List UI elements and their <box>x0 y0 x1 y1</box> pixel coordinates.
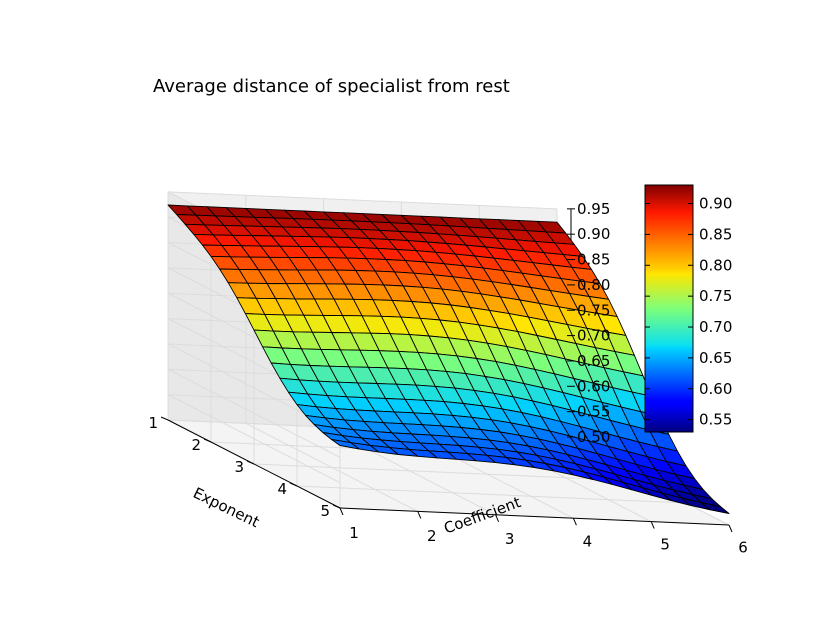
z-tick-label: 0.85 <box>577 251 610 269</box>
x-tick-mark <box>289 482 298 487</box>
colorbar-tick-label: 0.55 <box>699 411 732 429</box>
colorbar-tick-label: 0.75 <box>699 287 732 305</box>
y-tick-mark <box>572 518 577 526</box>
y-tick-label: 6 <box>738 539 748 557</box>
y-tick-label: 4 <box>583 533 593 551</box>
x-tick-label: 5 <box>320 502 330 520</box>
x-tick-label: 3 <box>234 458 244 476</box>
colorbar-tick-label: 0.85 <box>699 225 732 243</box>
y-tick-mark <box>728 524 733 533</box>
colorbar: 0.55 0.60 0.65 0.70 0.75 0.80 0.85 0.90 <box>644 184 732 433</box>
x-tick-mark <box>160 416 169 421</box>
y-tick-mark <box>495 514 500 522</box>
z-tick-label: 0.75 <box>577 301 610 319</box>
y-tick-label: 3 <box>505 530 515 548</box>
z-tick-label: 0.95 <box>577 200 610 218</box>
y-axis-line <box>339 507 730 526</box>
z-tick-label: 0.60 <box>577 377 610 395</box>
z-tick-label: 0.65 <box>577 352 610 370</box>
y-tick-label: 2 <box>427 527 437 545</box>
surface-mesh <box>167 204 730 514</box>
colorbar-tick-label: 0.80 <box>699 256 732 274</box>
z-tick-label: 0.90 <box>577 225 610 243</box>
colorbar-tick-label: 0.70 <box>699 318 732 336</box>
y-tick-mark <box>417 511 422 519</box>
x-tick-label: 1 <box>148 414 158 432</box>
z-tick-label: 0.55 <box>577 403 610 421</box>
y-tick-mark <box>339 507 344 516</box>
y-tick-mark <box>650 521 655 529</box>
colorbar-gradient <box>644 184 694 433</box>
surface-cell <box>700 502 730 514</box>
x-tick-label: 2 <box>191 436 201 454</box>
x-axis-label: Exponent <box>190 484 262 531</box>
z-tick-label: 0.70 <box>577 327 610 345</box>
x-tick-mark <box>332 504 341 509</box>
x-tick-mark <box>246 460 255 465</box>
colorbar-tick-label: 0.90 <box>699 195 732 213</box>
x-tick-mark <box>203 438 212 443</box>
colorbar-tick-label: 0.60 <box>699 380 732 398</box>
colorbar-tick-label: 0.65 <box>699 349 732 367</box>
z-tick-label: 0.80 <box>577 276 610 294</box>
y-tick-label: 5 <box>660 536 670 554</box>
y-tick-label: 1 <box>349 524 359 542</box>
chart-title: Average distance of specialist from rest <box>153 76 510 97</box>
x-tick-label: 4 <box>277 480 287 498</box>
z-tick-label: 0.50 <box>577 428 610 446</box>
